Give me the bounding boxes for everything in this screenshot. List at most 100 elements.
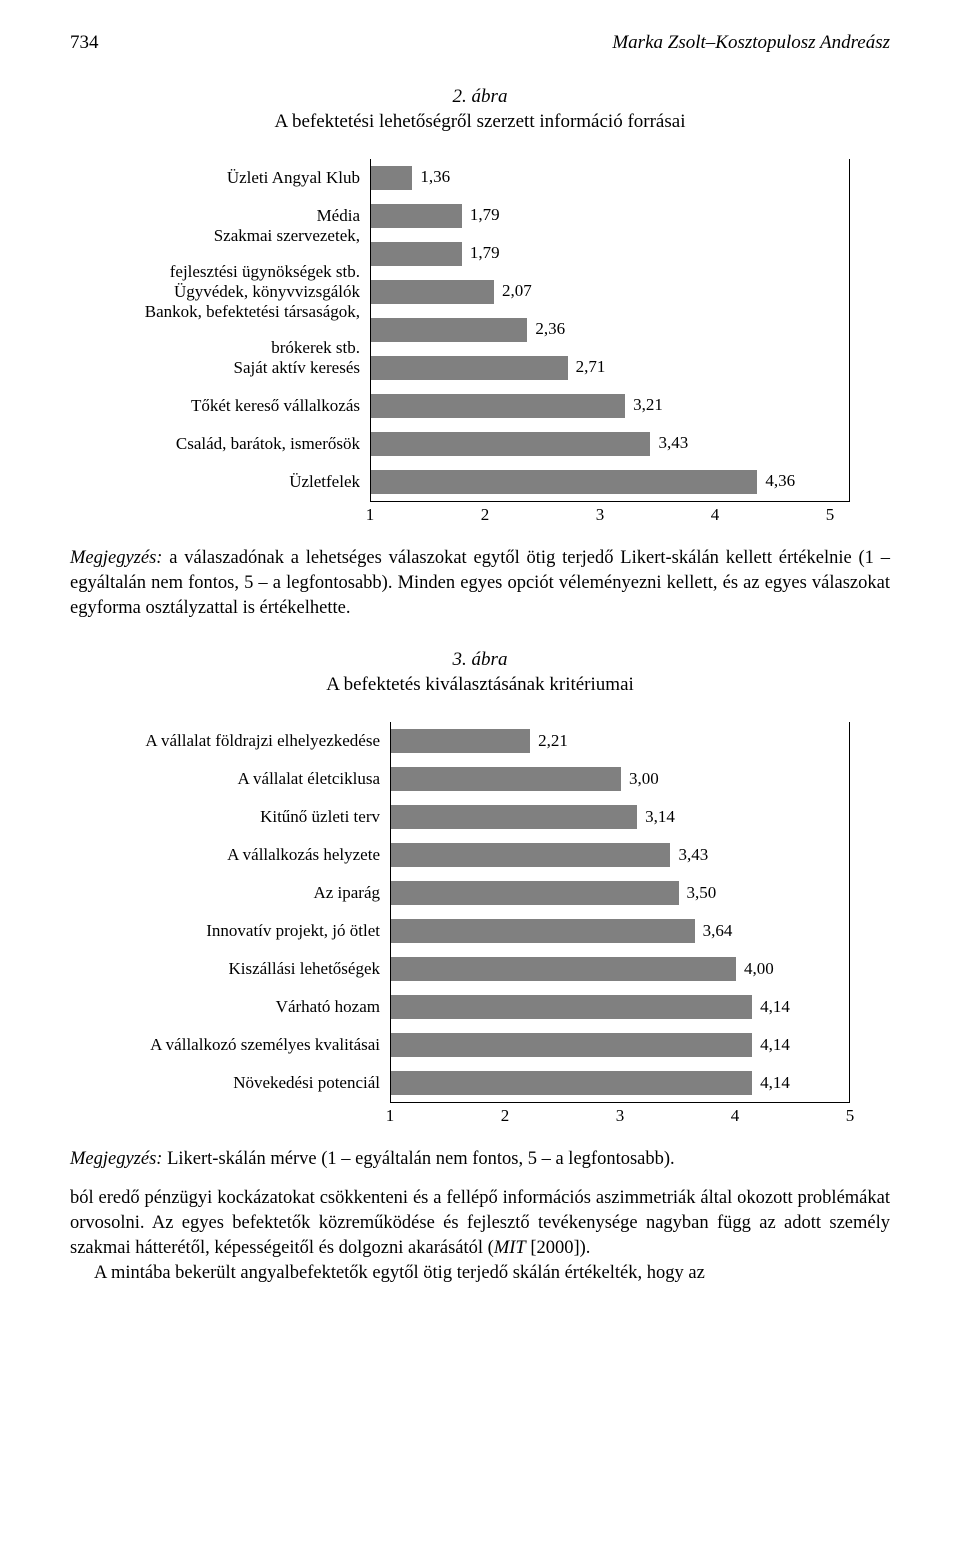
chart-bar (371, 356, 568, 380)
chart-category-label: Tőkét kereső vállalkozás (110, 387, 360, 425)
chart-bar-row: 1,79 (371, 197, 850, 235)
chart-bar (391, 843, 670, 867)
fig3-chart: A vállalat földrajzi elhelyezkedéseA vál… (110, 722, 850, 1125)
body-paragraph-1: ból eredő pénzügyi kockázatokat csökkent… (70, 1186, 890, 1261)
chart-value-label: 2,71 (576, 356, 606, 379)
fig2-chart: Üzleti Angyal KlubMédiaSzakmai szervezet… (110, 159, 850, 524)
chart-bar-row: 4,14 (391, 1026, 850, 1064)
chart-bar (391, 729, 530, 753)
chart-bar (371, 242, 462, 266)
chart-bar-row: 3,43 (391, 836, 850, 874)
chart-value-label: 3,43 (658, 432, 688, 455)
chart-value-label: 3,64 (703, 920, 733, 943)
chart-bar (391, 767, 621, 791)
chart-bar (371, 280, 494, 304)
x-tick-label: 3 (596, 504, 605, 527)
chart-category-label: Saját aktív keresés (110, 349, 360, 387)
chart-category-label: Várható hozam (110, 988, 380, 1026)
body-paragraph-2: A mintába bekerült angyalbefektetők egyt… (70, 1261, 890, 1286)
chart-bar (391, 995, 752, 1019)
chart-category-label: Növekedési potenciál (110, 1064, 380, 1102)
chart-bar (391, 805, 637, 829)
chart-value-label: 3,50 (687, 882, 717, 905)
chart-bar-row: 2,07 (371, 273, 850, 311)
chart-category-label: Üzleti Angyal Klub (110, 159, 360, 197)
chart-bar (391, 1071, 752, 1095)
fig2-note-prefix: Megjegyzés: (70, 548, 162, 568)
chart-bar (371, 166, 412, 190)
chart-value-label: 4,14 (760, 1072, 790, 1095)
chart-bar-row: 2,71 (371, 349, 850, 387)
chart-bar (371, 470, 757, 494)
chart-value-label: 4,14 (760, 1034, 790, 1057)
chart-bar-row: 4,14 (391, 988, 850, 1026)
chart-value-label: 3,21 (633, 394, 663, 417)
x-tick-label: 1 (386, 1105, 395, 1128)
chart-value-label: 3,43 (678, 844, 708, 867)
chart-bar-row: 3,00 (391, 760, 850, 798)
body-text: ból eredő pénzügyi kockázatokat csökkent… (70, 1186, 890, 1286)
chart-value-label: 4,36 (765, 470, 795, 493)
chart-category-label: Üzletfelek (110, 463, 360, 501)
chart-bar-row: 1,79 (371, 235, 850, 273)
page-header: 734 Marka Zsolt–Kosztopulosz Andreász (70, 30, 890, 56)
chart-bar-row: 4,00 (391, 950, 850, 988)
x-tick-label: 2 (481, 504, 490, 527)
chart-category-label: A vállalat életciklusa (110, 760, 380, 798)
chart-bar-row: 2,21 (391, 722, 850, 760)
page-number: 734 (70, 30, 99, 56)
fig3-caption-line2: A befektetés kiválasztásának kritériumai (326, 674, 634, 695)
chart-category-label: Bankok, befektetési társaságok,brókerek … (110, 311, 360, 349)
chart-bar-row: 4,14 (391, 1064, 850, 1102)
chart-bar (391, 1033, 752, 1057)
chart-bar-row: 3,21 (371, 387, 850, 425)
chart-category-label: Kiszállási lehetőségek (110, 950, 380, 988)
chart-value-label: 1,79 (470, 204, 500, 227)
chart-bar (391, 881, 679, 905)
chart-bar-row: 3,50 (391, 874, 850, 912)
chart-value-label: 4,14 (760, 996, 790, 1019)
fig2-caption-line1: 2. ábra (453, 86, 508, 107)
chart-value-label: 3,14 (645, 806, 675, 829)
chart-category-label: A vállalkozó személyes kvalitásai (110, 1026, 380, 1064)
chart-category-label: Család, barátok, ismerősök (110, 425, 360, 463)
page-authors: Marka Zsolt–Kosztopulosz Andreász (612, 30, 890, 56)
chart-category-label: Innovatív projekt, jó ötlet (110, 912, 380, 950)
chart-bar-row: 1,36 (371, 159, 850, 197)
chart-category-label: Kitűnő üzleti terv (110, 798, 380, 836)
chart-bar-row: 4,36 (371, 463, 850, 501)
chart-value-label: 2,21 (538, 730, 568, 753)
chart-bar (371, 432, 650, 456)
x-tick-label: 5 (826, 504, 835, 527)
fig3-note: Megjegyzés: Likert-skálán mérve (1 – egy… (70, 1147, 890, 1172)
chart-bar (371, 204, 462, 228)
fig2-caption: 2. ábra A befektetési lehetőségről szerz… (70, 84, 890, 135)
fig2-note: Megjegyzés: a válaszadónak a lehetséges … (70, 546, 890, 621)
chart-bar (371, 394, 625, 418)
chart-category-label: Az iparág (110, 874, 380, 912)
chart-value-label: 2,36 (535, 318, 565, 341)
chart-value-label: 2,07 (502, 280, 532, 303)
chart-bar (371, 318, 527, 342)
x-tick-label: 3 (616, 1105, 625, 1128)
chart-bar-row: 3,43 (371, 425, 850, 463)
x-tick-label: 5 (846, 1105, 855, 1128)
chart-value-label: 3,00 (629, 768, 659, 791)
chart-category-label: Szakmai szervezetek,fejlesztési ügynöksé… (110, 235, 360, 273)
chart-bar (391, 919, 695, 943)
x-tick-label: 4 (731, 1105, 740, 1128)
chart-bar-row: 3,64 (391, 912, 850, 950)
fig3-caption-line1: 3. ábra (453, 649, 508, 670)
fig3-note-prefix: Megjegyzés: (70, 1149, 162, 1169)
fig2-note-text: a válaszadónak a lehetséges válaszokat e… (70, 548, 890, 618)
chart-category-label: A vállalkozás helyzete (110, 836, 380, 874)
fig3-note-text: Likert-skálán mérve (1 – egyáltalán nem … (162, 1149, 674, 1169)
x-tick-label: 4 (711, 504, 720, 527)
fig3-caption: 3. ábra A befektetés kiválasztásának kri… (70, 647, 890, 698)
x-tick-label: 2 (501, 1105, 510, 1128)
chart-category-label: A vállalat földrajzi elhelyezkedése (110, 722, 380, 760)
x-tick-label: 1 (366, 504, 375, 527)
chart-value-label: 4,00 (744, 958, 774, 981)
chart-value-label: 1,79 (470, 242, 500, 265)
chart-bar-row: 2,36 (371, 311, 850, 349)
